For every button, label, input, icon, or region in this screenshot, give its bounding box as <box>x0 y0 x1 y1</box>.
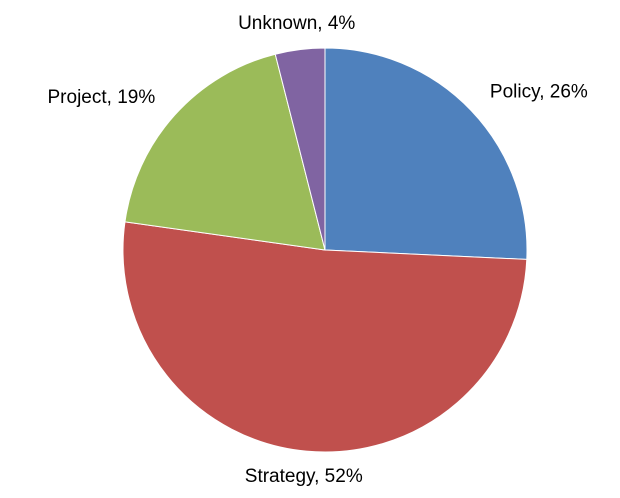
pie-slice <box>324 47 528 260</box>
data-label: Project, 19% <box>48 87 156 108</box>
data-label: Unknown, 4% <box>238 13 355 34</box>
pie-slice <box>122 221 528 453</box>
data-label: Strategy, 52% <box>245 466 363 487</box>
pie-slice <box>124 53 326 251</box>
pie-slice <box>274 47 326 251</box>
data-label: Policy, 26% <box>490 82 588 103</box>
